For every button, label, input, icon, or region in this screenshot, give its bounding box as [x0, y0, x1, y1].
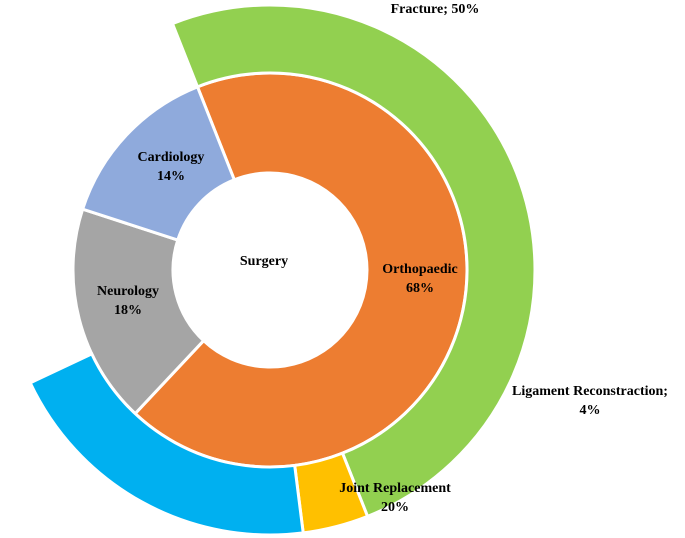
center-label: Surgery	[240, 254, 288, 269]
inner-ring	[71, 71, 469, 469]
cardiology-label: Cardiology	[138, 150, 205, 165]
neurology-value-label: 18%	[114, 303, 142, 318]
cardiology-value-label: 14%	[157, 169, 185, 184]
orthopaedic-value-label: 68%	[406, 281, 434, 296]
fracture-label: Fracture; 50%	[391, 2, 480, 17]
slice-fracture	[170, 3, 537, 519]
joint-replacement-label: Joint Replacement	[339, 481, 451, 496]
ligament-label: Ligament Reconstraction;	[512, 384, 668, 399]
neurology-label: Neurology	[97, 284, 159, 299]
center-hole	[173, 173, 367, 367]
slice-joint-replacement	[28, 351, 305, 537]
outer-ring	[28, 3, 537, 537]
joint-replacement-value-label: 20%	[381, 500, 409, 515]
orthopaedic-label: Orthopaedic	[382, 262, 457, 277]
ligament-value-label: 4%	[580, 403, 601, 418]
